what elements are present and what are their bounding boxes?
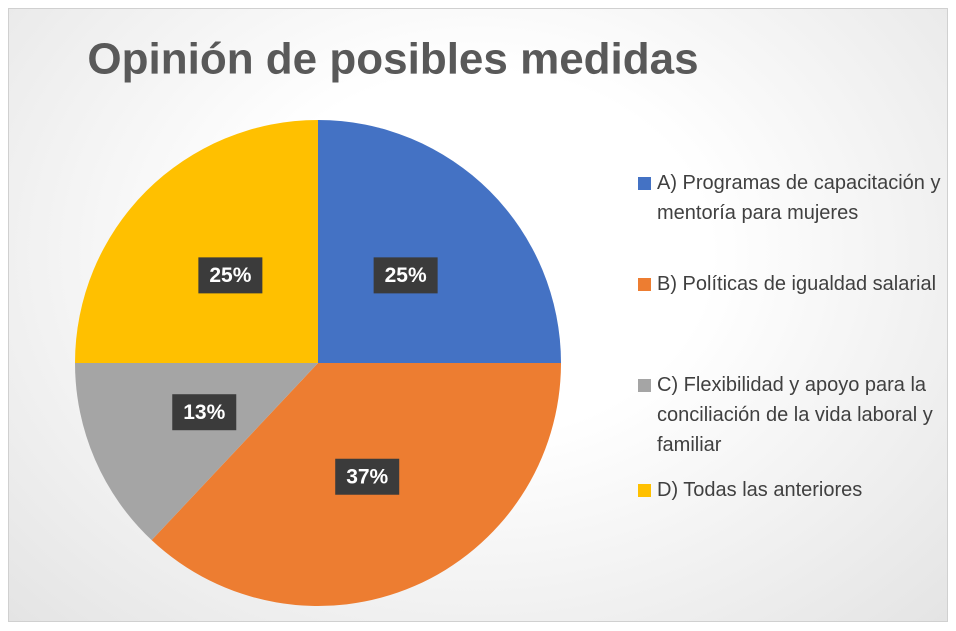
legend-label: A) Programas de capacitación y mentoría … <box>657 172 941 224</box>
data-label-box <box>198 257 263 294</box>
legend-swatch <box>638 484 651 497</box>
legend-entry: A) Programas de capacitación y mentoría … <box>638 168 950 228</box>
legend-swatch <box>638 278 651 291</box>
data-label: 25% <box>209 264 251 287</box>
data-label-box <box>172 394 237 431</box>
legend-entry: B) Políticas de igualdad salarial <box>638 269 950 299</box>
legend-label: C) Flexibilidad y apoyo para la concilia… <box>657 374 933 456</box>
pie-slice <box>75 120 318 363</box>
legend-entry: D) Todas las anteriores <box>638 475 950 505</box>
legend-entry: C) Flexibilidad y apoyo para la concilia… <box>638 370 950 460</box>
data-label: 37% <box>346 465 388 488</box>
data-label-box <box>373 257 438 294</box>
legend-swatch <box>638 379 651 392</box>
data-label: 13% <box>183 401 225 424</box>
chart-title: Opinión de posibles medidas <box>87 35 698 84</box>
data-label-box <box>335 458 400 495</box>
legend-swatch <box>638 177 651 190</box>
legend-label: D) Todas las anteriores <box>657 479 863 501</box>
pie-slice <box>318 120 561 363</box>
legend-label: B) Políticas de igualdad salarial <box>657 273 937 295</box>
pie-slice <box>75 363 318 541</box>
data-label: 25% <box>385 264 427 287</box>
